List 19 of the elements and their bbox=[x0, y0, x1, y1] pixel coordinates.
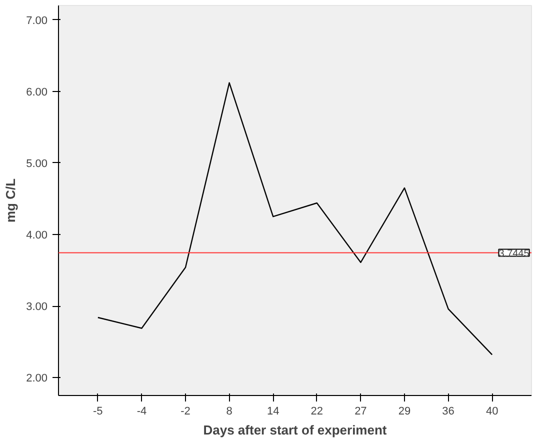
y-tick-label: 3.00 bbox=[26, 301, 48, 314]
line-series bbox=[97, 82, 493, 356]
x-tick-label: 14 bbox=[266, 406, 280, 418]
x-tick-label: 27 bbox=[354, 406, 367, 418]
y-axis-title: mg C/L bbox=[3, 178, 18, 223]
x-tick-label: 29 bbox=[398, 406, 411, 418]
y-tick-label: 4.00 bbox=[26, 229, 48, 242]
x-tick-label: -4 bbox=[136, 406, 147, 418]
x-axis-title: Days after start of experiment bbox=[203, 422, 388, 438]
x-tick-label: 22 bbox=[310, 406, 324, 418]
y-tick-label: 2.00 bbox=[26, 372, 48, 385]
y-tick-label: 5.00 bbox=[26, 158, 48, 170]
x-tick-label: 40 bbox=[486, 406, 498, 418]
x-tick-label: 8 bbox=[226, 406, 232, 418]
y-tick-label: 7.00 bbox=[26, 14, 48, 27]
x-tick-label: 36 bbox=[442, 406, 454, 418]
x-tick-label: -5 bbox=[93, 406, 103, 418]
y-tick-label: 6.00 bbox=[26, 86, 48, 98]
x-tick-label: -2 bbox=[180, 406, 190, 418]
